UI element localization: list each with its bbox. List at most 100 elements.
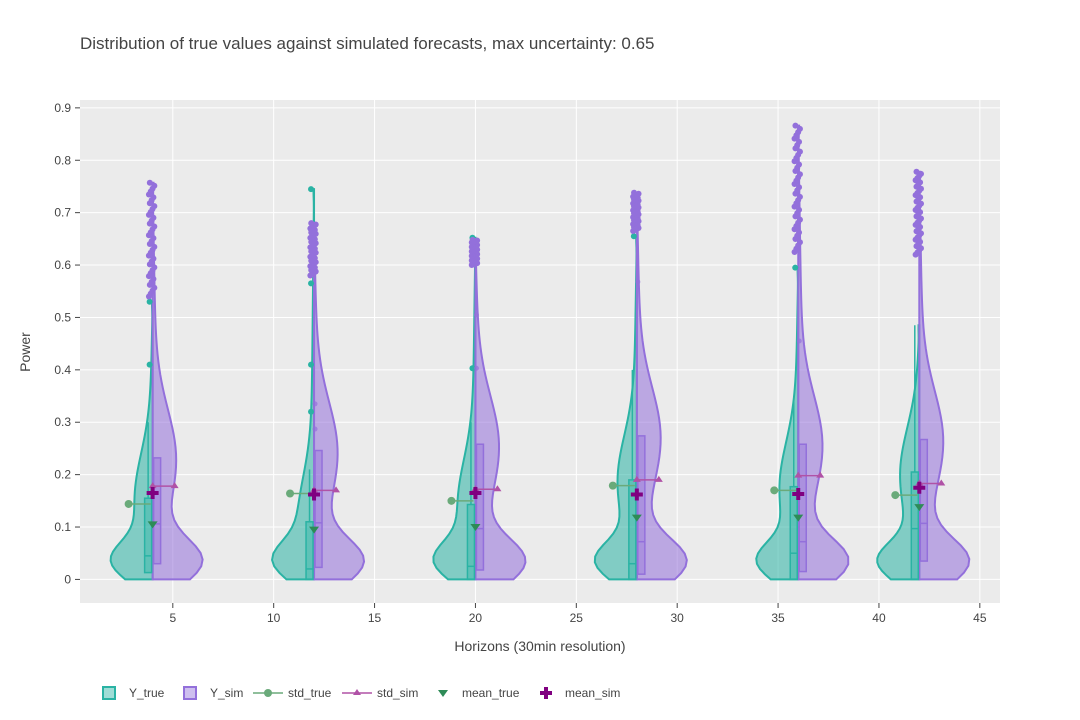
- outlier-y-sim: [796, 184, 803, 191]
- mean-sim-marker: [308, 488, 321, 501]
- box-y-sim: [798, 443, 807, 573]
- horizon-4: [109, 179, 204, 581]
- outlier-y-sim: [913, 168, 920, 175]
- legend-swatch: [102, 686, 116, 700]
- outlier-y-sim: [796, 148, 803, 155]
- mean-sim-marker: [630, 488, 643, 501]
- outlier-y-sim: [469, 236, 476, 243]
- std-sim-marker: [493, 485, 502, 492]
- y-tick-label: 0: [64, 572, 71, 586]
- outlier-y-sim: [473, 365, 479, 371]
- box-y-true: [143, 497, 153, 574]
- box-y-sim: [637, 435, 646, 575]
- mean-sim-marker: [469, 486, 482, 499]
- violins: [109, 122, 971, 581]
- legend-item-std_true[interactable]: std_true: [253, 686, 332, 700]
- std-sim-marker: [794, 471, 803, 478]
- outlier-y-sim: [796, 161, 803, 168]
- y-tick-label: 0.2: [54, 468, 71, 482]
- mean-sim-marker: [913, 481, 926, 494]
- outlier-y-sim: [150, 255, 157, 262]
- y-tick-label: 0.8: [54, 153, 71, 167]
- horizon-36: [755, 122, 850, 581]
- y-axis-title: Power: [17, 332, 33, 372]
- outlier-y-sim: [150, 275, 157, 282]
- x-tick-label: 20: [469, 611, 483, 625]
- plot-background: [80, 100, 1000, 603]
- y-tick-label: 0.9: [54, 101, 71, 115]
- outlier-y-sim: [150, 194, 157, 201]
- x-tick-label: 35: [771, 611, 785, 625]
- y-tick-label: 0.1: [54, 520, 71, 534]
- legend-label: Y_sim: [210, 686, 243, 700]
- outlier-y-sim: [917, 170, 924, 177]
- outlier-y-sim: [796, 193, 803, 200]
- horizon-28: [593, 189, 688, 581]
- legend-swatch: [183, 686, 197, 700]
- mean-sim-marker: [146, 486, 159, 499]
- box-y-sim: [475, 443, 485, 571]
- y-tick-label: 0.6: [54, 258, 71, 272]
- x-axis-ticks: 5 10 15 20 25 30 35 40 45: [169, 603, 987, 625]
- std-true-marker: [286, 489, 295, 498]
- legend-label: std_true: [288, 686, 332, 700]
- outlier-y-true: [630, 233, 637, 240]
- mean-true-marker: [309, 526, 320, 534]
- violin-y-sim: [474, 238, 527, 581]
- legend[interactable]: Y_true Y_sim std_true std_sim mean_true mean_…: [102, 686, 620, 700]
- mean-true-marker: [914, 504, 925, 512]
- outlier-y-sim: [792, 122, 799, 129]
- std-sim-marker: [170, 482, 179, 489]
- outlier-y-sim: [146, 179, 153, 186]
- std-true-marker: [608, 481, 617, 490]
- outlier-y-sim: [312, 401, 318, 407]
- legend-item-Y_sim[interactable]: Y_sim: [183, 686, 243, 700]
- legend-item-mean_sim[interactable]: mean_sim: [540, 686, 620, 700]
- outlier-y-sim: [635, 279, 641, 285]
- outlier-y-sim: [151, 284, 158, 291]
- outlier-y-sim: [796, 338, 802, 344]
- box-y-true: [466, 503, 476, 581]
- outlier-y-true: [792, 264, 799, 271]
- outlier-y-true: [308, 280, 315, 287]
- box-y-true: [789, 485, 798, 581]
- std-sim-marker: [332, 486, 341, 493]
- y-tick-label: 0.7: [54, 206, 71, 220]
- legend-label: mean_sim: [565, 686, 620, 700]
- box-y-sim: [314, 449, 323, 569]
- x-tick-label: 25: [570, 611, 584, 625]
- std-sim-marker: [937, 479, 946, 486]
- x-tick-label: 30: [671, 611, 685, 625]
- legend-item-mean_true[interactable]: mean_true: [438, 686, 520, 700]
- outlier-y-sim: [474, 237, 481, 244]
- outlier-y-sim: [150, 214, 157, 221]
- outlier-y-sim: [151, 243, 158, 250]
- outlier-y-true: [146, 361, 153, 368]
- legend-label: std_sim: [377, 686, 418, 700]
- outlier-y-sim: [151, 264, 158, 271]
- x-tick-label: 40: [872, 611, 886, 625]
- std-sim-marker: [654, 475, 663, 482]
- legend-item-Y_true[interactable]: Y_true: [102, 686, 165, 700]
- legend-item-std_sim[interactable]: std_sim: [342, 686, 418, 700]
- outlier-y-sim: [796, 229, 803, 236]
- outlier-y-sim: [635, 190, 642, 197]
- outlier-y-sim: [796, 239, 803, 246]
- outlier-y-sim: [796, 171, 803, 178]
- outlier-y-true: [308, 361, 315, 368]
- chart-title: Distribution of true values against simu…: [80, 34, 655, 53]
- x-tick-label: 15: [368, 611, 382, 625]
- violin-y-sim: [635, 191, 688, 581]
- violin-y-true: [876, 324, 921, 581]
- outlier-y-true: [146, 298, 153, 305]
- outlier-y-true: [308, 408, 315, 415]
- outlier-y-sim: [150, 235, 157, 242]
- x-tick-label: 5: [169, 611, 176, 625]
- std-sim-marker: [816, 471, 825, 478]
- outlier-y-sim: [312, 221, 319, 228]
- y-tick-label: 0.5: [54, 310, 71, 324]
- std-sim-marker: [632, 475, 641, 482]
- std-sim-marker: [148, 482, 157, 489]
- x-tick-label: 10: [267, 611, 281, 625]
